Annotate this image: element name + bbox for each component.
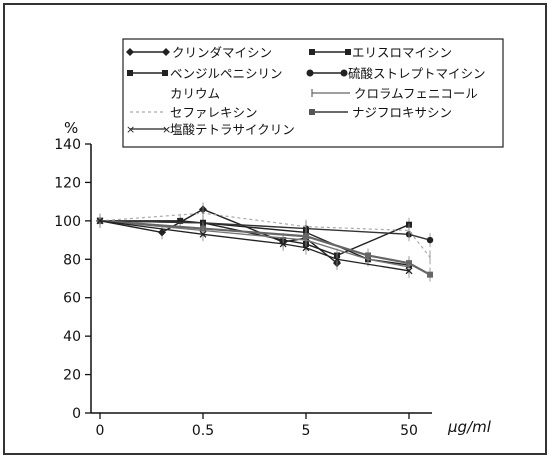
y-tick-label: 120 <box>54 175 81 191</box>
legend-label-tetracycline: 塩酸テトラサイクリン <box>170 122 295 137</box>
legend-mark-chloramphenicol <box>311 89 350 97</box>
series-line <box>99 220 410 272</box>
y-tick-label: 0 <box>72 406 81 422</box>
y-tick-label: 40 <box>63 329 81 345</box>
svg-text:×: × <box>162 123 171 136</box>
x-tick-group: 0 0.5 5 50 <box>96 413 418 439</box>
x-tick-label: 5 <box>302 423 311 439</box>
data-point <box>406 260 412 267</box>
y-tick-label: 80 <box>63 252 81 268</box>
y-tick-group: 0 20 40 60 80 100 120 140 <box>54 137 91 422</box>
legend-mark-nadifloxacin <box>309 109 348 115</box>
x-tick-label: 0 <box>96 423 105 439</box>
data-point <box>199 230 207 238</box>
series-line <box>99 219 431 276</box>
data-point <box>279 240 287 248</box>
legend-label-clindamycin: クリンダマイシン <box>172 45 272 60</box>
x-axis-unit: µg/ml <box>447 418 492 436</box>
legend-label-chloramphenicol: クロラムフェニコール <box>354 86 478 101</box>
legend-label-erythromycin: エリスロマイシン <box>352 45 452 60</box>
y-tick-label: 60 <box>63 291 81 307</box>
data-point <box>302 244 310 252</box>
svg-text:×: × <box>126 123 135 136</box>
series-line <box>99 212 431 258</box>
y-tick-label: 100 <box>54 214 81 230</box>
x-tick-label: 0.5 <box>192 423 214 439</box>
data-point <box>158 228 167 237</box>
legend-label-nadifloxacin: ナジフロキサシン <box>352 105 452 120</box>
legend-label-streptomycin: 硫酸ストレプトマイシン <box>348 66 486 81</box>
data-point <box>303 233 309 240</box>
data-point <box>427 271 434 278</box>
y-axis-unit: % <box>64 119 78 137</box>
legend-label-benzylpenicillin: ベンジルペニシリン <box>170 66 283 81</box>
y-tick-label: 140 <box>54 137 81 153</box>
x-tick-label: 50 <box>400 423 418 439</box>
series-group <box>96 202 434 282</box>
series-7 <box>96 213 413 278</box>
data-point <box>426 236 434 244</box>
legend-mark-tetracycline: × × <box>126 123 171 136</box>
series-6 <box>97 213 434 282</box>
legend-mark-benzylpenicillin <box>127 70 168 76</box>
data-point <box>96 217 104 225</box>
data-point <box>405 267 413 275</box>
legend-mark-streptomycin <box>306 69 348 77</box>
legend-mark-erythromycin <box>309 49 351 55</box>
legend-label-cefalexin: セファレキシン <box>170 105 258 120</box>
data-point <box>333 255 341 263</box>
data-point <box>177 217 184 224</box>
legend-label-potassium: カリウム <box>170 86 220 101</box>
y-tick-label: 20 <box>63 368 81 384</box>
data-point <box>365 252 372 259</box>
legend-mark-clindamycin <box>126 48 170 56</box>
